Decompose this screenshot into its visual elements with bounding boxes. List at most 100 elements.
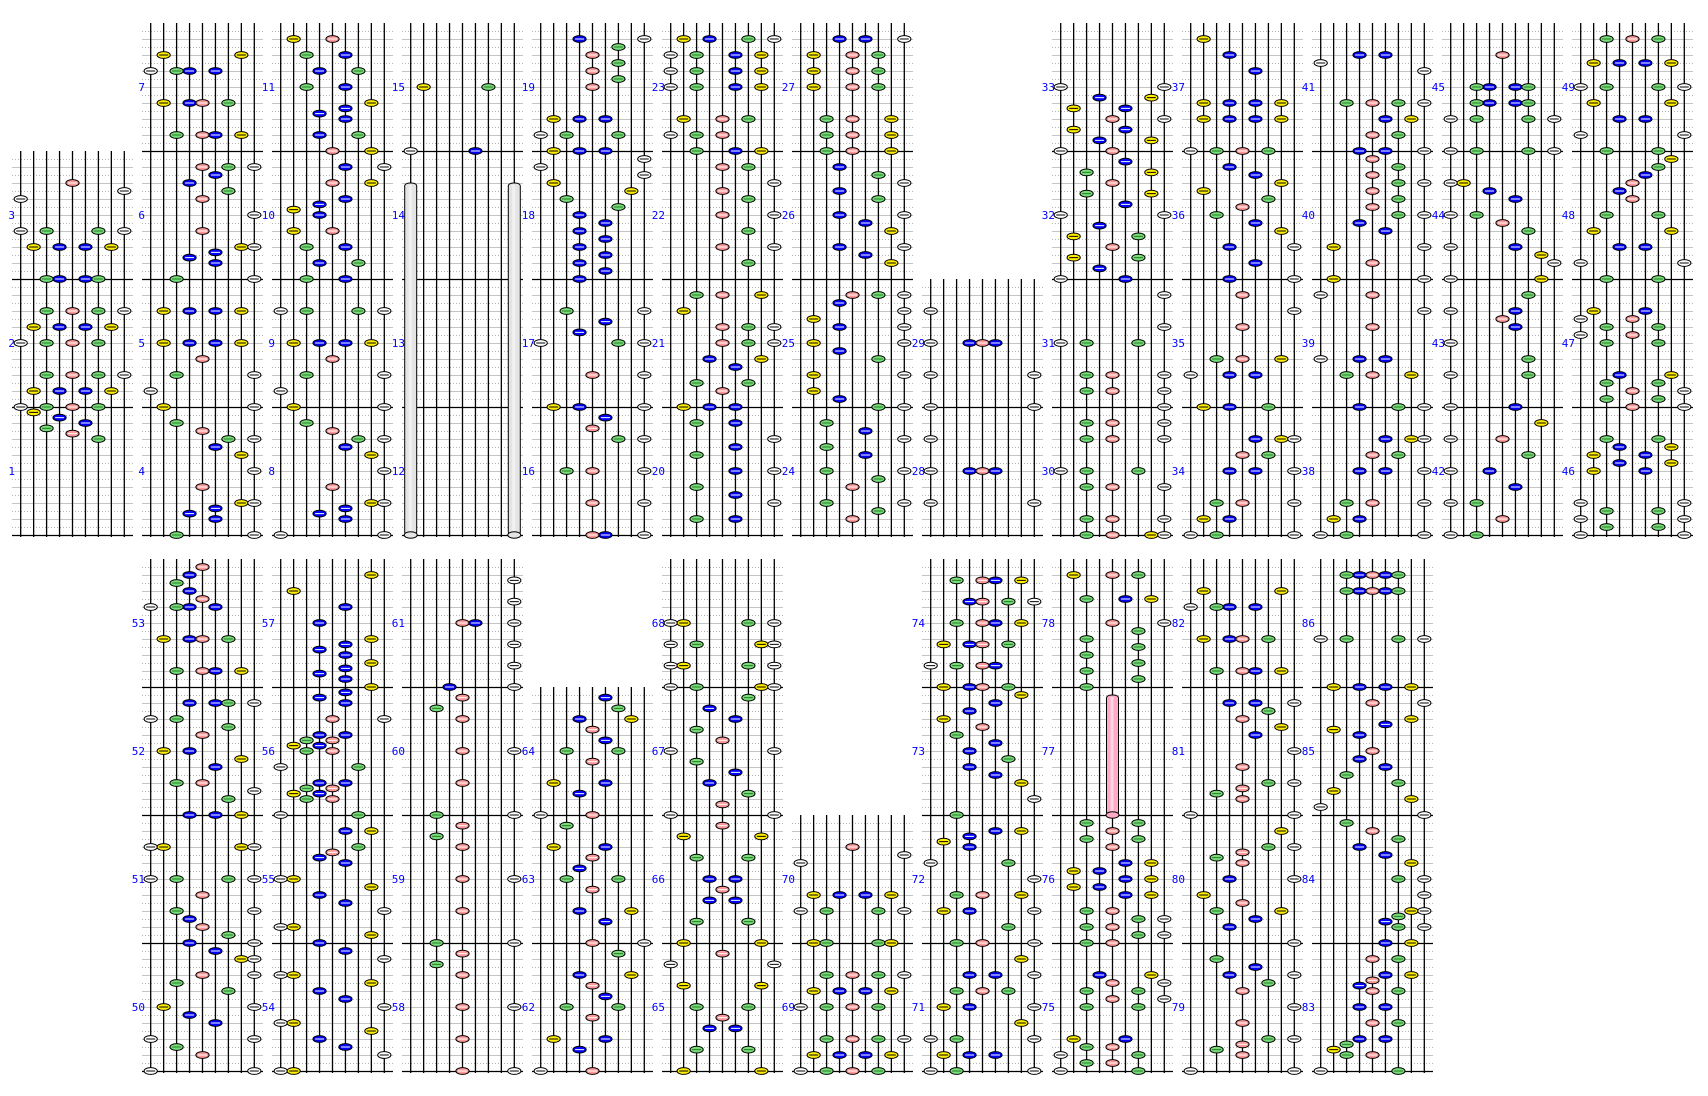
note: [338, 163, 353, 171]
note: [546, 115, 561, 123]
note: [1157, 979, 1172, 987]
note: [559, 131, 574, 139]
note: [702, 896, 717, 905]
note: [1209, 211, 1224, 219]
note: [351, 307, 366, 315]
note: [338, 515, 353, 523]
note: [208, 811, 223, 819]
note: [741, 115, 756, 123]
note: [806, 891, 821, 899]
note: [1508, 403, 1523, 411]
note: [1417, 307, 1432, 315]
note: [338, 731, 353, 739]
note: [182, 915, 197, 923]
hold-highlight: [512, 185, 516, 533]
note: [1144, 875, 1159, 883]
note: [715, 115, 730, 123]
note: [572, 789, 587, 798]
note: [598, 251, 613, 259]
note: [871, 507, 886, 515]
note: [1274, 115, 1289, 123]
note: [1248, 67, 1263, 75]
note: [1118, 891, 1133, 899]
note: [559, 875, 574, 883]
note: [247, 499, 262, 507]
note: [728, 51, 743, 59]
note: [819, 419, 834, 427]
note: [1157, 619, 1172, 627]
note: [975, 597, 990, 606]
note: [273, 923, 288, 931]
note: [1248, 467, 1263, 475]
note: [1131, 987, 1146, 995]
note: [767, 747, 782, 755]
note: [247, 1067, 262, 1075]
note: [1664, 443, 1679, 451]
note: [1508, 307, 1523, 315]
note: [1599, 379, 1614, 387]
note: [676, 1067, 691, 1075]
note: [897, 851, 912, 859]
note: [1599, 83, 1614, 91]
note: [832, 347, 847, 355]
note: [78, 323, 93, 331]
note: [923, 1035, 938, 1043]
note: [1417, 147, 1432, 155]
note: [559, 307, 574, 315]
note: [1079, 339, 1094, 347]
note: [286, 875, 301, 883]
note: [1625, 195, 1640, 203]
note: [1222, 51, 1237, 59]
note: [91, 275, 106, 283]
note: [663, 661, 678, 670]
note: [1508, 99, 1523, 107]
note: [598, 219, 613, 227]
note: [1599, 35, 1614, 43]
note: [1651, 35, 1666, 43]
note: [1079, 835, 1094, 843]
note: [1417, 99, 1432, 107]
note: [533, 1067, 548, 1075]
note: [702, 403, 717, 411]
note: [1495, 315, 1510, 323]
note: [975, 987, 990, 995]
note: [1105, 907, 1120, 915]
note: [1027, 403, 1042, 411]
note: [1573, 83, 1588, 91]
note: [1391, 179, 1406, 187]
note: [1014, 619, 1029, 627]
note: [156, 843, 171, 851]
note: [767, 35, 782, 43]
note: [455, 1035, 470, 1043]
note: [208, 131, 223, 139]
note: [117, 307, 132, 315]
note: [741, 323, 756, 331]
note: [143, 603, 158, 611]
note: [897, 1035, 912, 1043]
note: [1599, 507, 1614, 515]
note: [741, 163, 756, 171]
note: [585, 531, 600, 539]
note: [1508, 483, 1523, 491]
note: [104, 323, 119, 331]
note: [52, 323, 67, 331]
note: [1586, 467, 1601, 475]
note: [182, 253, 197, 262]
note: [975, 640, 990, 649]
note: [208, 504, 223, 513]
note: [1274, 355, 1289, 363]
note: [754, 1067, 769, 1075]
note: [663, 640, 678, 649]
note: [1105, 531, 1120, 539]
note: [338, 827, 353, 835]
note: [1079, 923, 1094, 931]
note: [1079, 371, 1094, 379]
note: [1651, 163, 1666, 171]
note: [1053, 275, 1068, 283]
note: [754, 355, 769, 363]
note: [1274, 179, 1289, 187]
note: [832, 35, 847, 43]
note: [767, 339, 782, 347]
note: [715, 339, 730, 347]
note: [1235, 323, 1250, 331]
